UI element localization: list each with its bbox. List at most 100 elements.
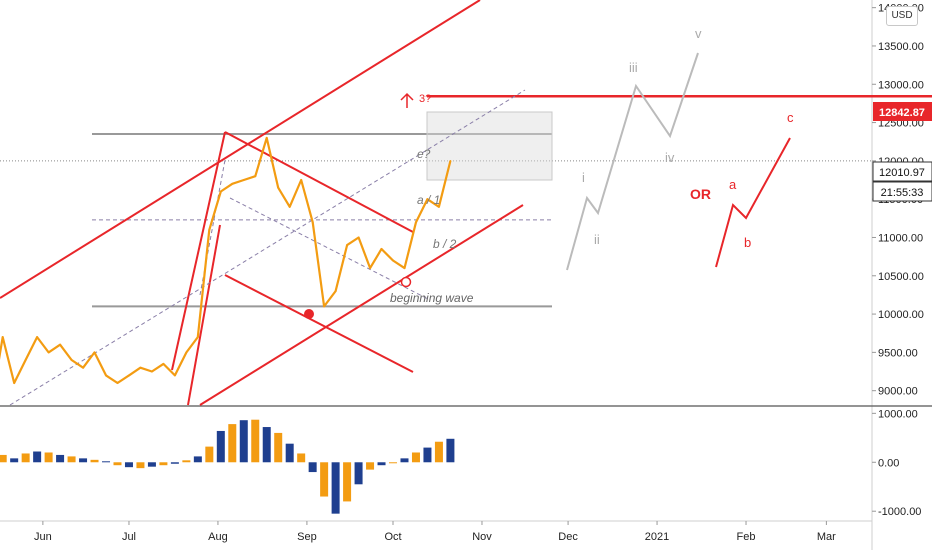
price-point xyxy=(36,336,39,338)
oscillator-bar xyxy=(411,452,420,463)
time-tick-label: Aug xyxy=(208,531,228,543)
price-tick-label: 13000.00 xyxy=(878,79,924,91)
oscillator-bar xyxy=(446,438,455,463)
time-tick-label: Oct xyxy=(384,531,401,543)
price-tick-label: 9500.00 xyxy=(878,347,918,359)
oscillator-bar xyxy=(136,462,145,469)
price-point xyxy=(70,359,73,361)
oscillator-bar xyxy=(56,454,65,463)
oscillator-bar xyxy=(297,453,306,463)
oscillator-bar xyxy=(205,446,214,463)
oscillator-axis-ticks: -1000.00 0.00 1000.00 xyxy=(872,408,921,518)
oscillator-bar xyxy=(67,456,76,463)
dashed-trend-line[interactable] xyxy=(9,89,526,406)
impulse-right-line[interactable] xyxy=(187,224,221,406)
oscillator-bar xyxy=(343,462,352,502)
label-alt-ii: ii xyxy=(594,232,600,247)
price-point xyxy=(93,351,96,354)
last-price-tag xyxy=(872,161,932,182)
label-wave-3: 3? xyxy=(419,93,431,105)
oscillator-bar xyxy=(182,460,191,463)
label-alt-a: a xyxy=(729,177,737,192)
oscillator-bar xyxy=(331,462,340,514)
resistance-price-text: 12842.87 xyxy=(879,107,925,119)
price-point xyxy=(139,366,142,369)
up-arrow-icon xyxy=(400,92,414,108)
time-tick-label: Feb xyxy=(737,531,756,543)
oscillator-bar xyxy=(33,451,42,463)
oscillator-bar xyxy=(21,453,30,463)
price-point xyxy=(300,179,303,181)
price-line-group xyxy=(0,136,452,385)
label-or: OR xyxy=(690,186,711,202)
price-point xyxy=(242,179,245,181)
target-zone-box xyxy=(426,111,553,181)
price-series-line xyxy=(0,136,452,385)
oscillator-bar xyxy=(400,458,409,463)
price-point xyxy=(277,186,280,189)
resistance-price-tag xyxy=(873,102,932,121)
oscillator-bar xyxy=(0,454,7,463)
price-point xyxy=(196,336,199,338)
last-price-text: 12010.97 xyxy=(879,167,925,179)
label-alt-c: c xyxy=(787,110,794,125)
price-point xyxy=(265,136,268,139)
price-point xyxy=(346,244,348,247)
impulse-left-line[interactable] xyxy=(171,131,226,371)
oscillator-bar xyxy=(377,462,386,466)
price-point xyxy=(173,374,176,377)
countdown-text: 21:55:33 xyxy=(881,187,924,199)
price-point xyxy=(13,382,16,384)
price-point xyxy=(449,159,452,162)
price-point xyxy=(403,267,406,270)
price-point xyxy=(1,336,4,338)
time-tick-label: Sep xyxy=(297,531,317,543)
oscillator-tick-label: 0.00 xyxy=(878,457,899,469)
oscillator-bar xyxy=(285,443,294,463)
price-tick-label: 13500.00 xyxy=(878,41,924,53)
low-marker[interactable] xyxy=(304,309,314,319)
price-point xyxy=(369,267,371,270)
projection-path-impulse[interactable] xyxy=(566,52,699,271)
time-tick-label: Jul xyxy=(122,531,136,543)
time-tick-label: Dec xyxy=(558,531,578,543)
oscillator-bars-group xyxy=(0,419,455,514)
oscillator-bar xyxy=(308,462,317,473)
oscillator-bar xyxy=(170,462,179,464)
price-tick-label: 9000.00 xyxy=(878,386,918,398)
label-alt-iii: iii xyxy=(629,60,638,75)
oscillator-bar xyxy=(423,447,432,463)
oscillator-bar xyxy=(389,462,398,464)
price-point xyxy=(380,248,383,250)
price-point xyxy=(185,351,188,354)
oscillator-bar xyxy=(193,456,202,463)
oscillator-tick-label: -1000.00 xyxy=(878,506,921,518)
price-point xyxy=(151,370,153,373)
oscillator-bar xyxy=(113,462,122,466)
price-point xyxy=(357,236,360,239)
time-tick-label: 2021 xyxy=(645,531,669,543)
currency-button[interactable]: USD xyxy=(886,6,918,26)
triangle-upper-line[interactable] xyxy=(224,131,414,233)
time-axis-ticks: Jun Jul Aug Sep Oct Nov Dec 2021 Feb Mar xyxy=(34,521,836,543)
channel-lower-line[interactable] xyxy=(199,204,524,406)
price-point xyxy=(47,351,50,354)
oscillator-tick-label: 1000.00 xyxy=(878,408,918,420)
oscillator-bar xyxy=(366,462,375,470)
price-point xyxy=(323,305,326,308)
triangle-lower-line[interactable] xyxy=(224,274,414,373)
oscillator-bar xyxy=(79,458,88,463)
channel-upper-line[interactable] xyxy=(0,0,481,299)
price-point xyxy=(105,374,107,377)
time-tick-label: Nov xyxy=(472,531,492,543)
price-point xyxy=(254,175,257,178)
price-point xyxy=(59,343,61,346)
projection-path-abc[interactable] xyxy=(715,137,791,268)
price-point xyxy=(24,359,27,361)
wave-2-marker[interactable] xyxy=(400,276,412,288)
price-point xyxy=(219,190,222,193)
price-point xyxy=(415,221,417,224)
time-tick-label: Jun xyxy=(34,531,52,543)
dashed-diagonal-line[interactable] xyxy=(229,197,431,301)
